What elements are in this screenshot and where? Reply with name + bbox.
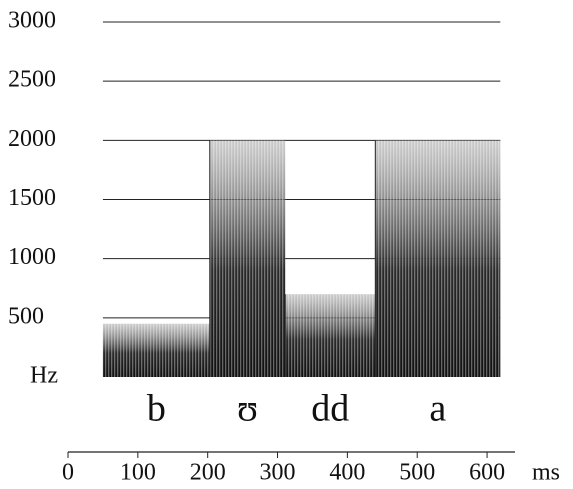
x-tick-label: 300: [260, 460, 296, 486]
x-tick-label: 600: [469, 460, 505, 486]
x-tick-label: 0: [62, 460, 74, 486]
y-axis-label: Hz: [30, 363, 58, 389]
segment-label: b: [147, 388, 166, 430]
y-tick-label: 1000: [8, 244, 56, 270]
y-tick-label: 2000: [8, 126, 56, 152]
segment-label: dd: [311, 388, 349, 430]
y-tick-label: 3000: [8, 8, 56, 34]
energy-texture: [285, 294, 376, 377]
x-tick-label: 200: [190, 460, 226, 486]
segment-label: a: [429, 388, 446, 430]
y-tick-label: 1500: [8, 185, 56, 211]
energy-texture: [209, 140, 286, 377]
segment-label: ʊ: [237, 388, 258, 430]
x-axis-label: ms: [532, 460, 560, 486]
y-tick-label: 2500: [8, 67, 56, 93]
x-tick-label: 400: [329, 460, 365, 486]
x-tick-label: 500: [399, 460, 435, 486]
x-tick-label: 100: [120, 460, 156, 486]
y-tick-label: 500: [8, 303, 44, 329]
energy-texture: [375, 140, 501, 377]
energy-texture: [102, 323, 210, 377]
